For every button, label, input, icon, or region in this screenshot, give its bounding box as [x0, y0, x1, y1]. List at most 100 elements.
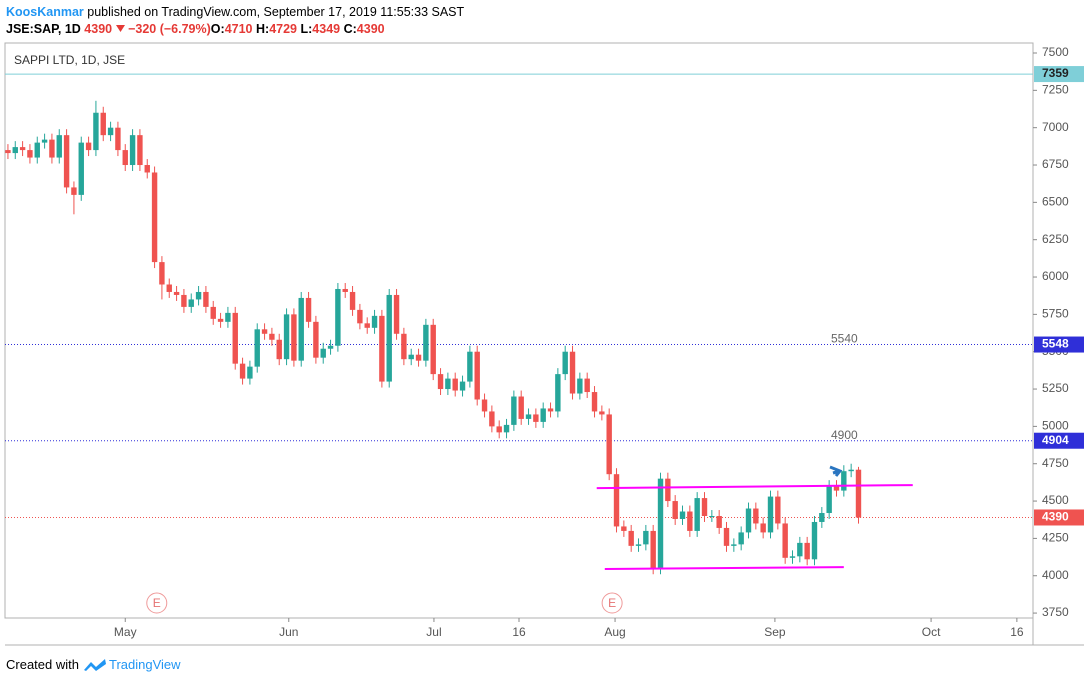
candle-body — [525, 414, 532, 419]
candle-body — [584, 378, 590, 393]
candle-body — [672, 501, 678, 519]
candle-body — [320, 348, 326, 358]
price-level-label: 7359 — [1042, 66, 1069, 80]
candle-body — [283, 314, 290, 360]
down-arrow — [115, 25, 125, 32]
candle-body — [239, 363, 246, 379]
chart-title: SAPPI LTD, 1D, JSE — [14, 53, 125, 67]
candle-body — [760, 523, 766, 533]
candle-body — [467, 351, 473, 382]
candle-body — [247, 366, 253, 379]
candle-body — [628, 530, 634, 546]
publish-info: published on TradingView.com, September … — [87, 5, 465, 19]
candle-body — [599, 411, 605, 415]
x-tick-label: Aug — [604, 625, 625, 639]
candle-body — [833, 486, 840, 491]
x-tick-label: 16 — [512, 625, 526, 639]
y-tick-label: 6000 — [1042, 269, 1069, 283]
y-tick-label: 4000 — [1042, 568, 1069, 582]
price-level-label: 4904 — [1042, 433, 1069, 447]
candle-body — [34, 142, 40, 158]
candle-body — [731, 544, 737, 546]
x-tick-label: Oct — [922, 625, 941, 639]
candle-body — [826, 486, 832, 514]
change-pct: (−6.79%) — [159, 22, 211, 36]
change: −320 — [128, 22, 157, 36]
candle-body — [811, 521, 818, 560]
x-tick-label: May — [114, 625, 137, 639]
y-tick-label: 6500 — [1042, 195, 1069, 209]
candle-body — [789, 556, 796, 558]
candle-body — [503, 424, 510, 433]
candle-body — [291, 314, 297, 361]
candle-body — [5, 150, 11, 154]
candle-body — [93, 112, 99, 151]
candle-body — [63, 135, 70, 188]
candle-body — [401, 333, 407, 360]
price-level-box — [1034, 509, 1084, 526]
y-tick-label: 5250 — [1042, 381, 1069, 395]
candle-body — [701, 498, 708, 516]
candle-body — [261, 329, 268, 334]
quote-line: JSE:SAP, 1D 4390 −320 (−6.79%)O:4710 H:4… — [6, 22, 385, 36]
candle-body — [269, 333, 275, 340]
candle-body — [569, 351, 576, 394]
y-tick-label: 5000 — [1042, 419, 1069, 433]
candle-body — [232, 312, 238, 364]
candle-body — [327, 345, 334, 349]
candle-body — [151, 172, 158, 263]
x-tick-label: Sep — [764, 625, 786, 639]
candle-body — [687, 511, 693, 531]
candle-body — [562, 351, 568, 375]
candle-body — [709, 515, 715, 517]
x-tick-label: 16 — [1010, 625, 1024, 639]
trend-line — [596, 484, 913, 490]
trend-line — [604, 566, 844, 571]
candle-body — [738, 532, 744, 545]
candle-body — [511, 396, 517, 425]
ohlc-value: 4349 — [312, 22, 341, 36]
y-tick-label: 3750 — [1042, 605, 1069, 619]
x-tick-label: Jul — [426, 625, 441, 639]
candle-body — [41, 139, 48, 143]
y-tick-label: 4500 — [1042, 493, 1069, 507]
last-price: 4390 — [84, 22, 113, 36]
x-tick-label: Jun — [279, 625, 298, 639]
plot-frame — [4, 42, 1034, 619]
candle-body — [650, 530, 656, 569]
candle-body — [723, 527, 730, 546]
candle-body — [195, 291, 202, 300]
symbol: JSE:SAP, 1D — [6, 22, 81, 36]
chart: SAPPI LTD, 1D, JSE 3750 4000 4250 4500 4750 5… — [4, 42, 1084, 646]
candle-body — [767, 496, 774, 533]
candle-body — [357, 309, 363, 324]
candle-body — [203, 291, 209, 307]
event-label: E — [153, 596, 161, 610]
candle-body — [181, 294, 187, 307]
candle-body — [122, 150, 128, 166]
candle-body — [188, 299, 194, 307]
y-tick-label: 7250 — [1042, 83, 1069, 97]
y-tick-label: 7500 — [1042, 45, 1069, 59]
candle-body — [591, 392, 598, 412]
candle-body — [27, 150, 33, 158]
candle-body — [393, 294, 400, 334]
candle-body — [606, 414, 612, 475]
candle-body — [225, 312, 231, 322]
candle-body — [533, 414, 539, 422]
candle-body — [386, 294, 392, 382]
candle-body — [129, 135, 136, 166]
price-level-box — [1034, 432, 1084, 449]
y-tick-label: 5750 — [1042, 307, 1069, 321]
candle-body — [19, 147, 26, 151]
candle-body — [518, 396, 524, 419]
candle-body — [635, 544, 642, 546]
candle-body — [540, 408, 546, 422]
candle-body — [819, 513, 825, 522]
candle-body — [254, 329, 260, 367]
candle-body — [430, 324, 436, 375]
candle-body — [665, 478, 671, 502]
candle-body — [775, 496, 781, 524]
candle-body — [408, 354, 414, 360]
candle-body — [459, 381, 466, 391]
